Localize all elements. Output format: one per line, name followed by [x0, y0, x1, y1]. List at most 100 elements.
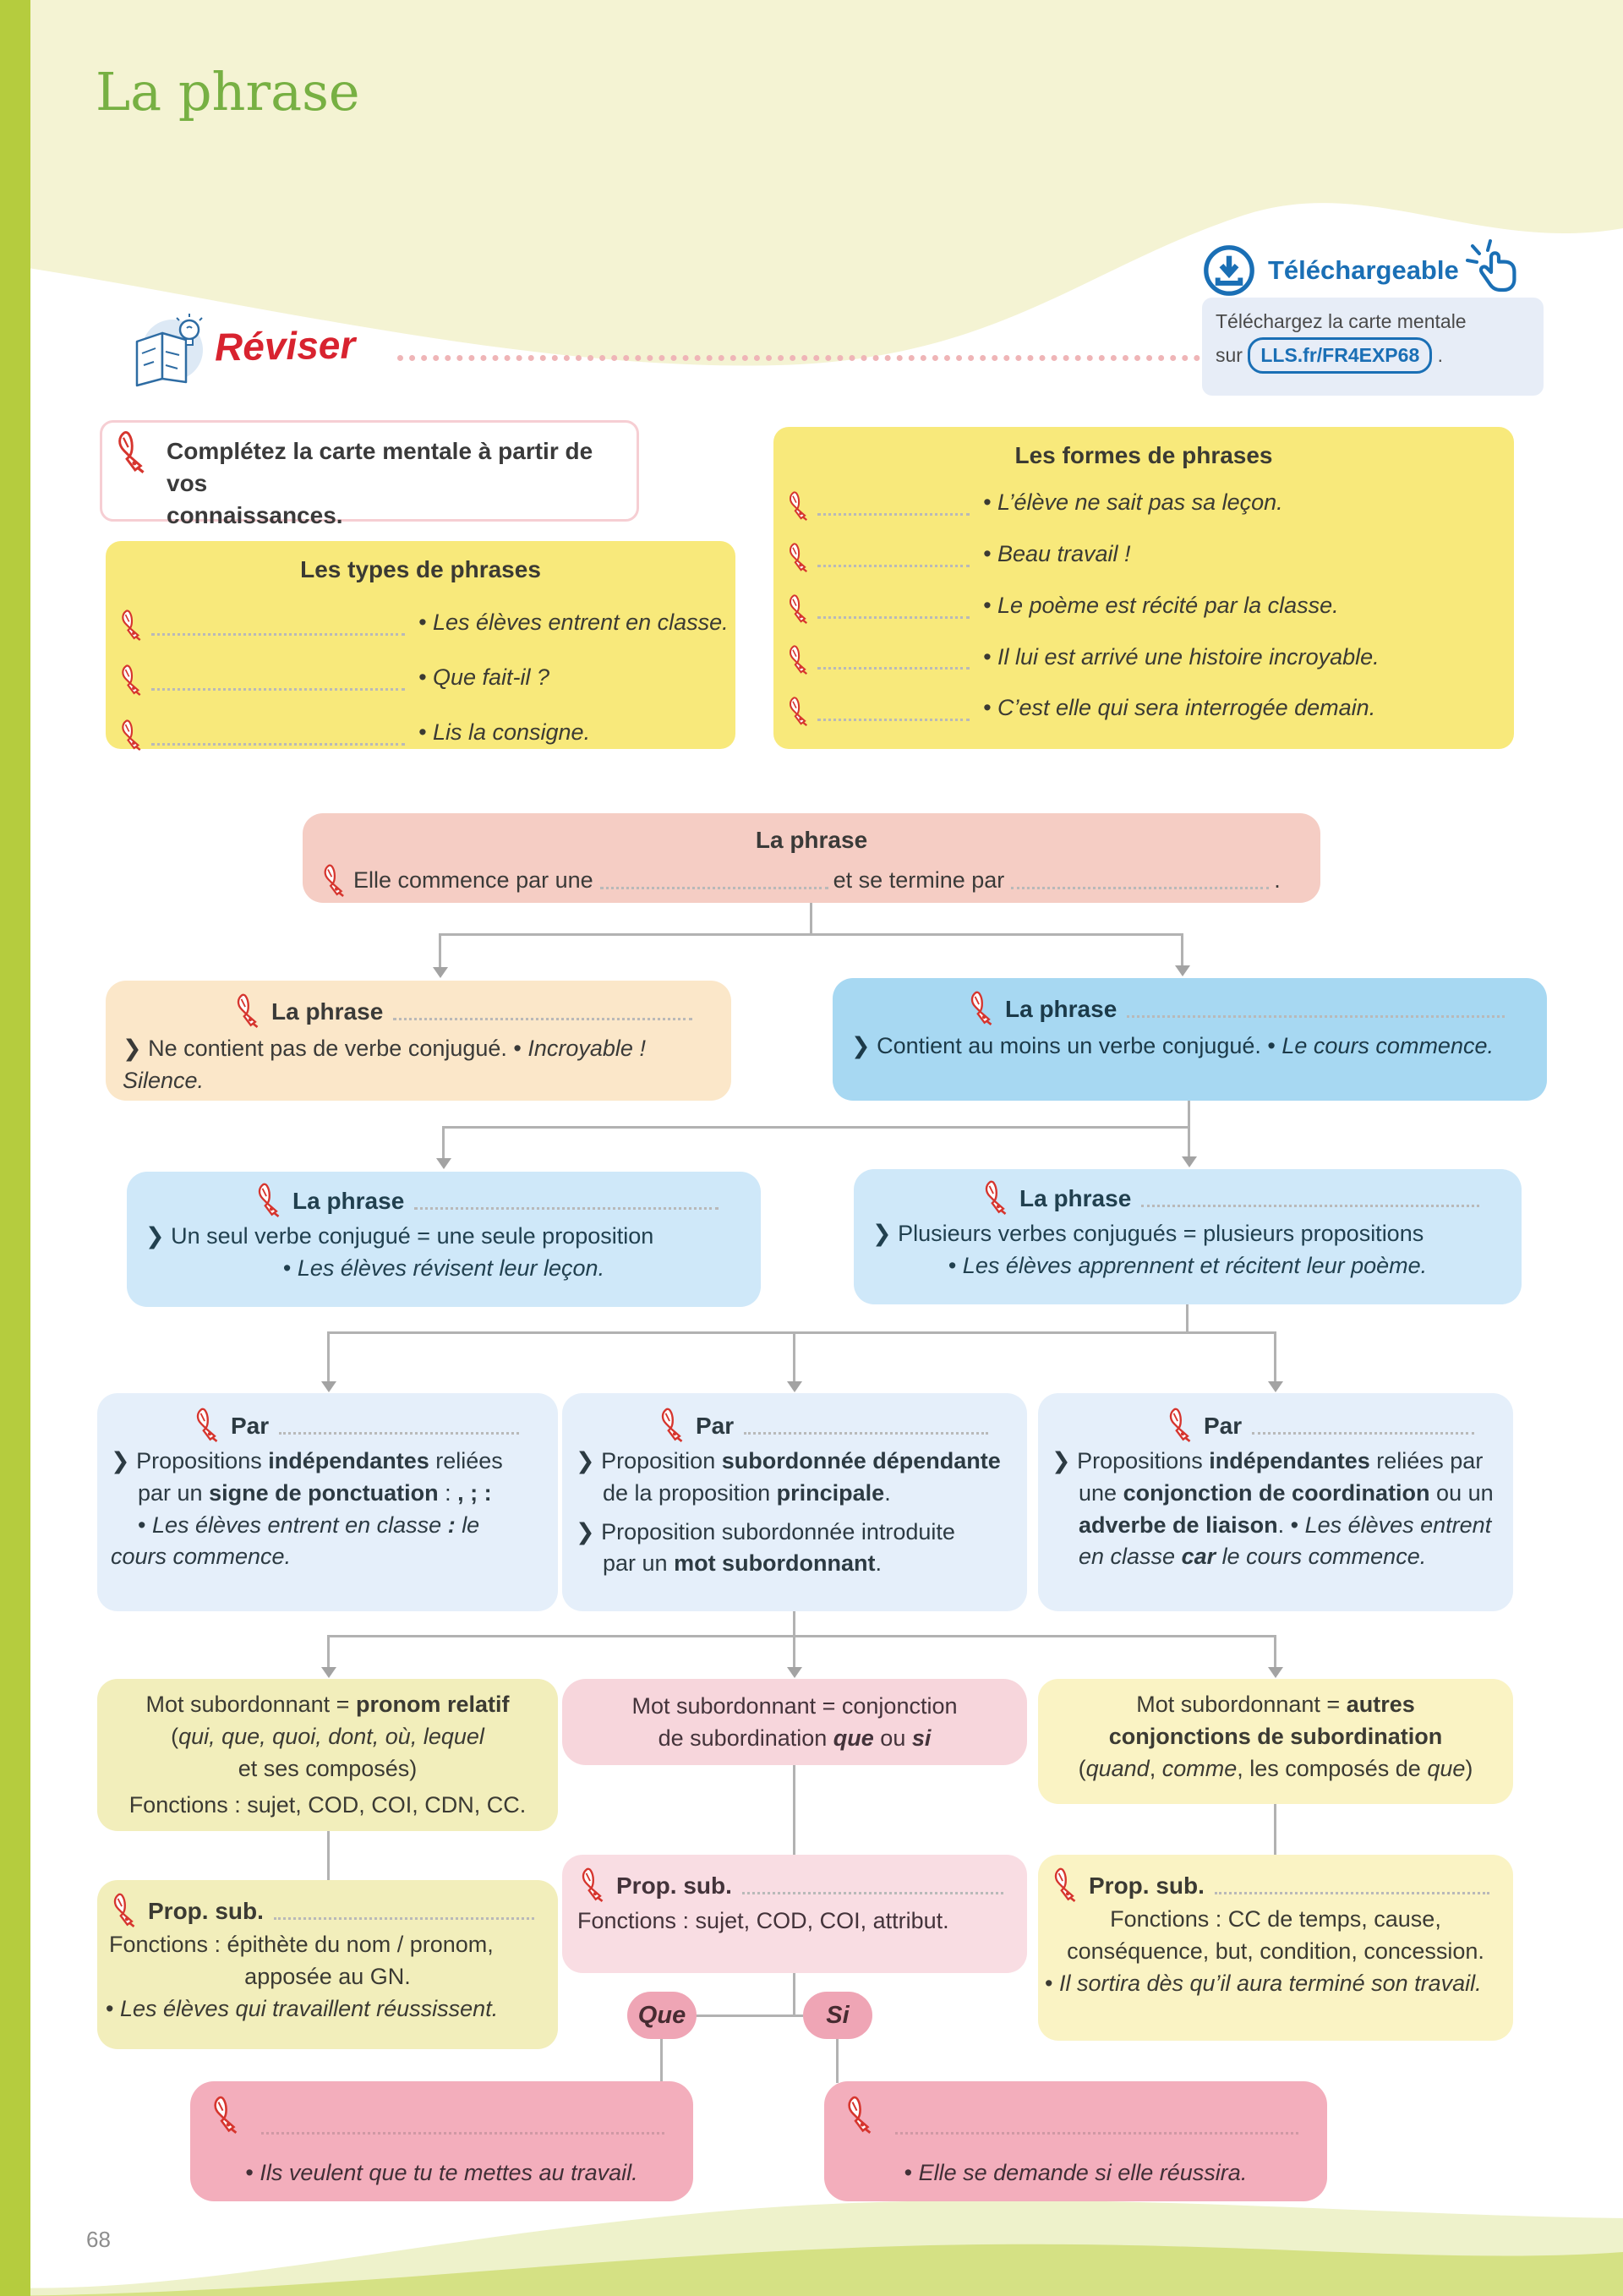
node-line: cours commence. [111, 1544, 292, 1570]
node-exemple-que: • Ils veulent que tu te mettes au travai… [190, 2081, 693, 2201]
pen-icon [122, 664, 141, 696]
connector-line [793, 1635, 795, 1669]
node-exemple-si: • Elle se demande si elle réussira. [824, 2081, 1327, 2201]
node-line: par un signe de ponctuation : , ; : [138, 1479, 492, 1506]
pen-icon [789, 593, 808, 624]
connector-line [1274, 1331, 1276, 1383]
node-par-juxtaposition: Par ❯ Propositions indépendantes reliées… [97, 1393, 558, 1611]
node-label: Prop. sub. [616, 1872, 732, 1899]
node-label: La phrase [271, 998, 384, 1025]
node-label: Prop. sub. [1089, 1872, 1205, 1899]
download-code-link[interactable]: LLS.fr/FR4EXP68 [1248, 336, 1433, 374]
instruction-box: Complétez la carte mentale à partir de v… [100, 420, 639, 528]
node-label: Prop. sub. [148, 1897, 264, 1924]
connector-line [327, 1331, 1276, 1334]
node-prop-sub-circonstancielle: Prop. sub. Fonctions : CC de temps, caus… [1038, 1855, 1513, 2041]
pen-icon [258, 1183, 280, 1217]
page-title: La phrase [96, 61, 360, 123]
fill-in-row: • Beau travail ! [785, 538, 1497, 572]
arrow-down-icon [321, 1381, 336, 1392]
node-example: • Ils veulent que tu te mettes au travai… [245, 2160, 638, 2185]
root-title: La phrase [755, 827, 868, 853]
connector-line [327, 1331, 330, 1383]
root-text-part2: et se termine par [833, 867, 1005, 894]
node-mot-pronom-relatif: Mot subordonnant = pronom relatif (qui, … [97, 1679, 558, 1831]
node-phrase-simple: La phrase ❯ Un seul verbe conjugué = une… [127, 1172, 761, 1307]
answer-blank [741, 1892, 1003, 1894]
pen-icon [113, 1893, 135, 1927]
node-line: Mot subordonnant = autres [1136, 1692, 1415, 1717]
pen-icon [582, 1867, 604, 1902]
left-accent-bar [0, 0, 30, 2296]
connector-line [327, 1635, 1276, 1637]
connector-line [1181, 933, 1183, 969]
pill-si: Si [803, 1992, 872, 2039]
answer-blank [1141, 1205, 1479, 1207]
arrow-down-icon [436, 1158, 451, 1169]
types-de-phrases-box: Les types de phrases • Les élèves entren… [106, 541, 735, 751]
node-par-subordination: Par ❯ Proposition subordonnée dépendante… [562, 1393, 1027, 1611]
answer-blank [744, 1432, 988, 1435]
answer-blank [1252, 1432, 1474, 1435]
answer-blank [279, 1432, 519, 1435]
answer-blank [151, 742, 405, 746]
node-line: de subordination que ou si [658, 1725, 932, 1751]
reviser-icon [135, 314, 203, 387]
answer-blank [1011, 887, 1270, 890]
connector-line [439, 933, 441, 969]
connector-line [1274, 1804, 1276, 1855]
answer-blank [151, 632, 405, 636]
answer-blank [393, 1018, 692, 1020]
node-prop-sub-conjonctive: Prop. sub. Fonctions : sujet, COD, COI, … [562, 1855, 1027, 1973]
arrow-down-icon [787, 1667, 802, 1678]
download-icon[interactable] [1202, 243, 1256, 298]
node-mot-conjonction-que-si: Mot subordonnant = conjonction de subord… [562, 1679, 1027, 1765]
connector-line [327, 1831, 330, 1880]
node-phrase-verbale: La phrase ❯ Contient au moins un verbe c… [833, 978, 1547, 1101]
node-example: • Il sortira dès qu’il aura terminé son … [1045, 1970, 1482, 1996]
page-number: 68 [86, 2227, 111, 2252]
download-badge-label[interactable]: Téléchargeable [1268, 255, 1459, 285]
answer-blank [1127, 1015, 1505, 1018]
node-line: conséquence, but, condition, concession. [1067, 1938, 1484, 1964]
example-sentence: • Lis la consigne. [418, 719, 591, 745]
pen-icon [789, 543, 808, 572]
connector-line [1186, 1304, 1189, 1333]
pen-icon [118, 430, 145, 473]
node-example: • Les élèves qui travaillent réussissent… [106, 1995, 499, 2021]
node-phrase-complexe: La phrase ❯ Plusieurs verbes conjugués =… [854, 1169, 1522, 1304]
node-line: Mot subordonnant = conjonction [631, 1693, 958, 1719]
answer-blank [817, 615, 970, 619]
node-line: • Les élèves entrent en classe : le [138, 1512, 480, 1538]
node-example: • Elle se demande si elle réussira. [904, 2160, 1248, 2185]
node-line: ❯ Plusieurs verbes conjugués = plusieurs… [872, 1221, 1424, 1246]
pen-icon [985, 1180, 1007, 1215]
node-label: Par [1204, 1412, 1243, 1439]
download-suffix: . [1437, 343, 1444, 366]
answer-blank [599, 887, 828, 890]
connector-line [327, 1635, 330, 1669]
footer-wave [0, 2200, 1623, 2296]
instruction-line1: Complétez la carte mentale à partir de v… [167, 438, 593, 496]
formes-box-title: Les formes de phrases [1014, 442, 1273, 468]
pen-icon [1169, 1408, 1191, 1442]
download-prefix: sur [1216, 343, 1243, 366]
node-line: Mot subordonnant = pronom relatif [145, 1692, 510, 1717]
connector-line [836, 2039, 839, 2083]
answer-blank [895, 2132, 1298, 2135]
pill-que: Que [627, 1992, 697, 2039]
root-text-part1: Elle commence par une [353, 867, 593, 894]
node-example: • Les élèves apprennent et récitent leur… [948, 1252, 1428, 1278]
node-line: ❯ Propositions indépendantes reliées par [1052, 1448, 1484, 1473]
node-line: ❯ Proposition subordonnée dépendante [576, 1448, 1001, 1473]
connector-line [439, 933, 1183, 936]
pen-icon [848, 2096, 872, 2134]
node-line: et ses composés) [238, 1755, 418, 1781]
example-sentence: • Les élèves entrent en classe. [418, 610, 729, 636]
node-label: La phrase [292, 1187, 405, 1214]
node-label: La phrase [1019, 1184, 1132, 1211]
arrow-down-icon [1175, 965, 1190, 976]
answer-blank [261, 2132, 664, 2135]
example-sentence: • Beau travail ! [983, 540, 1131, 566]
node-line: conjonctions de subordination [1108, 1723, 1443, 1749]
